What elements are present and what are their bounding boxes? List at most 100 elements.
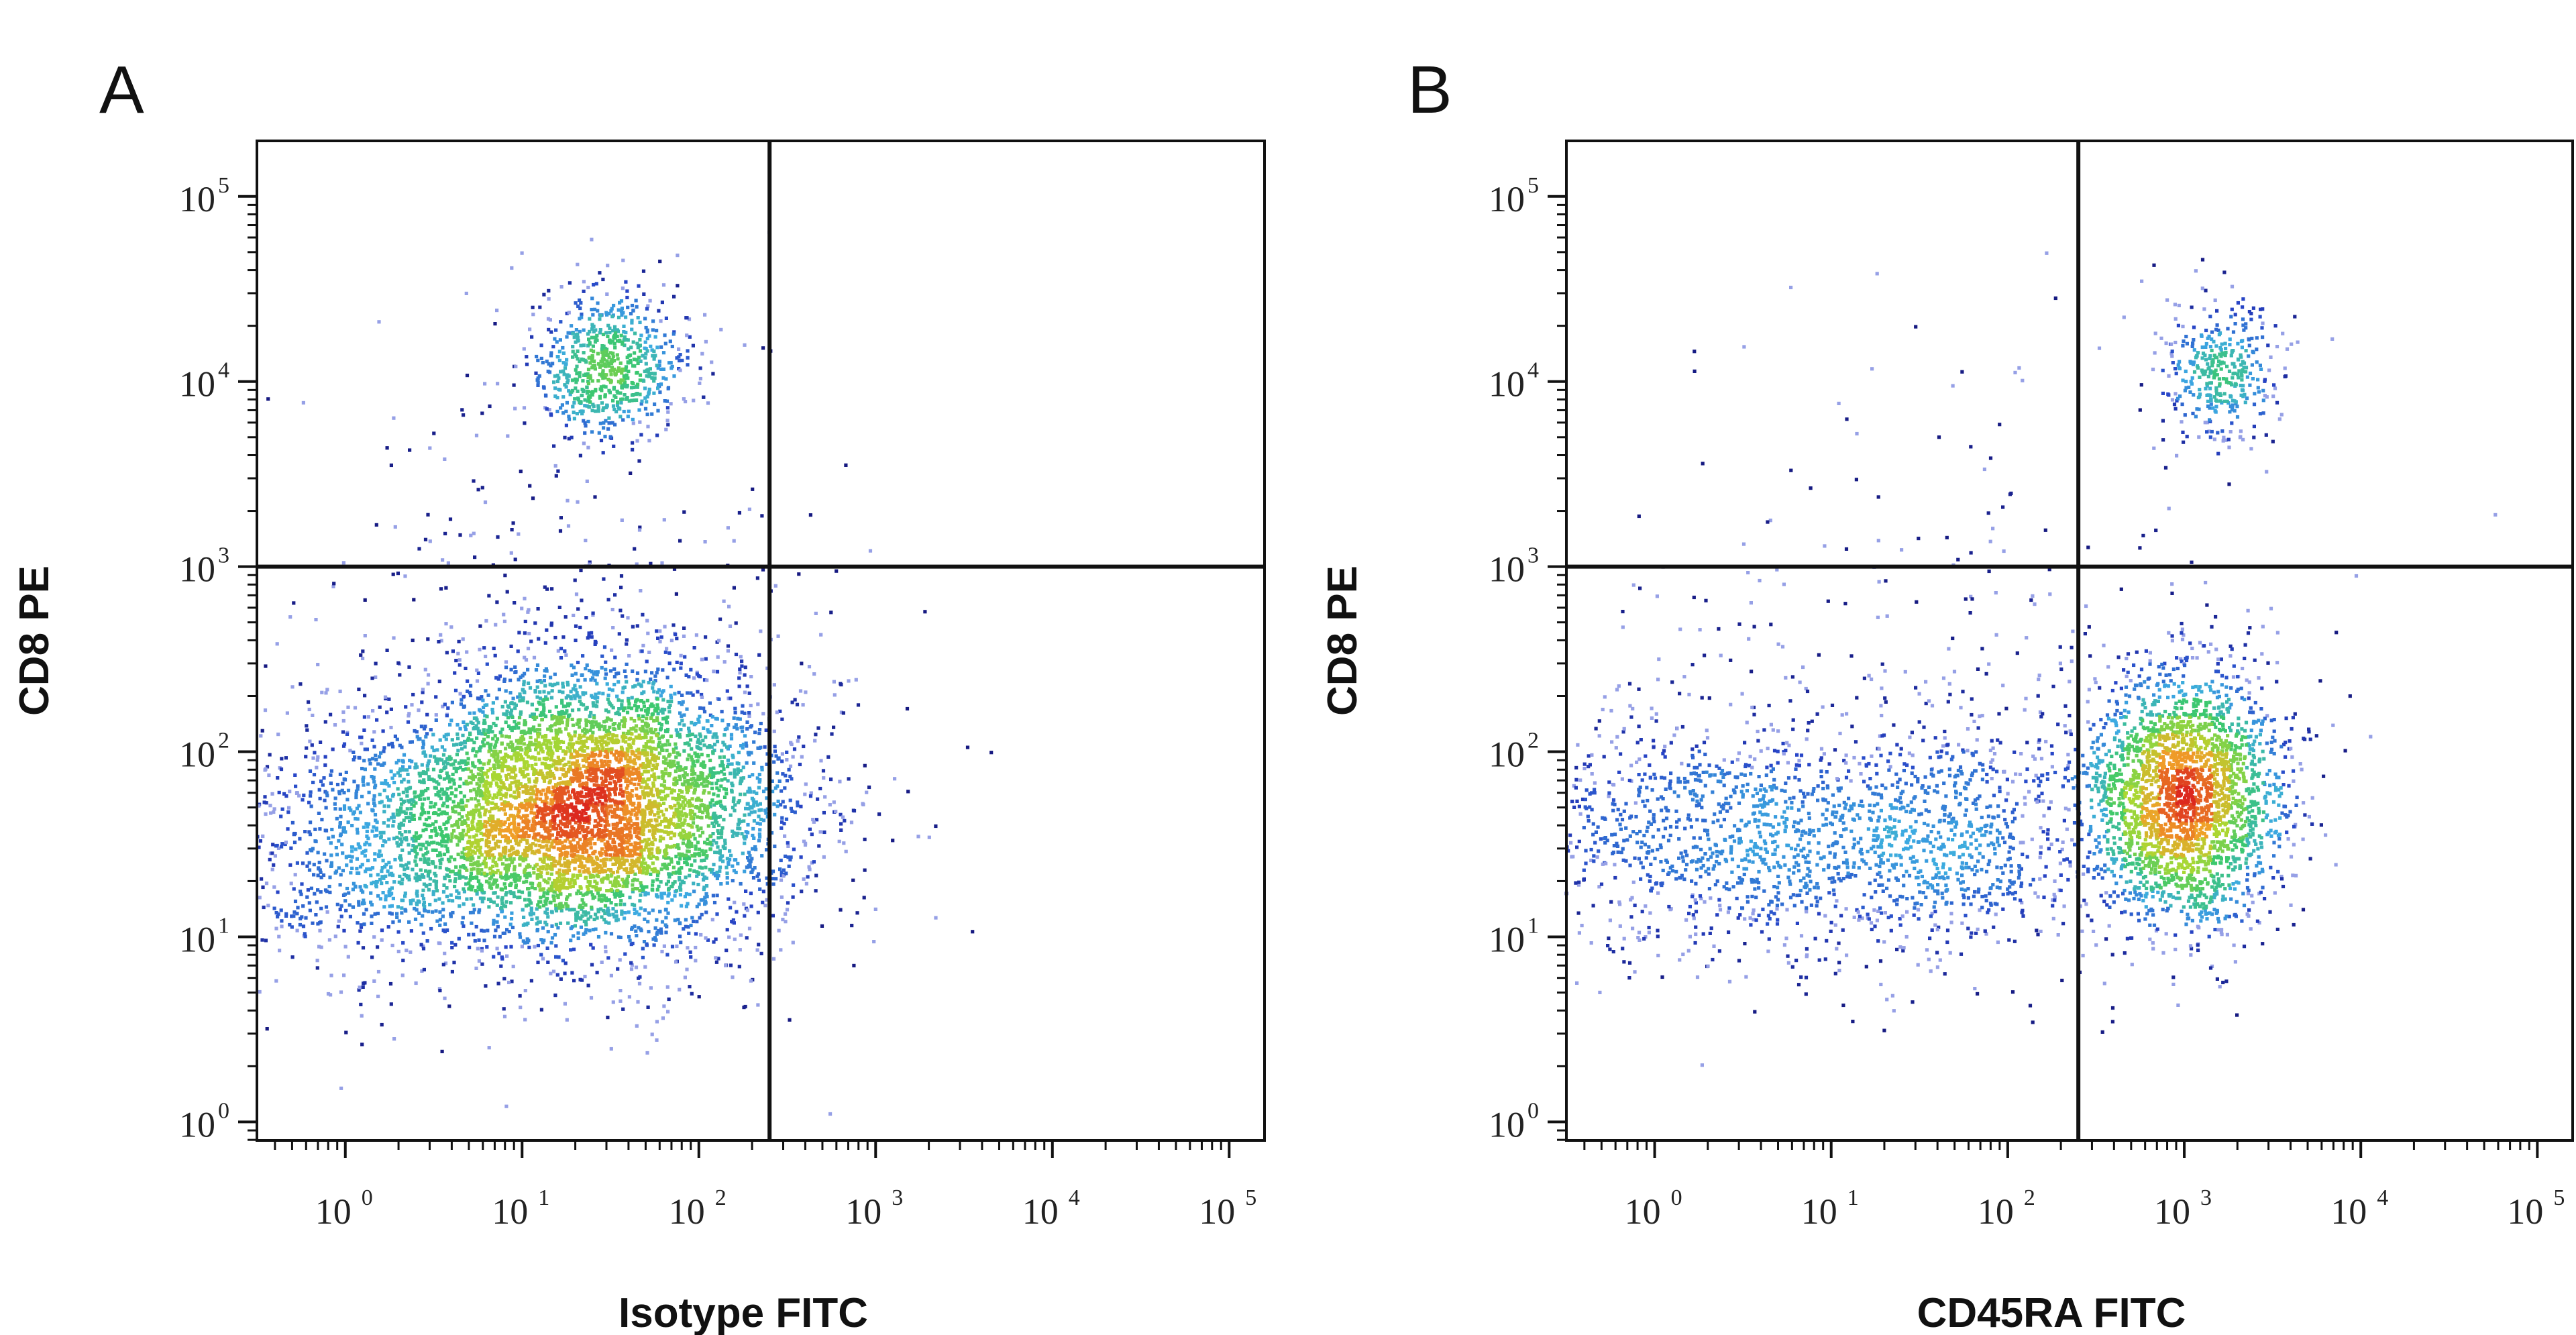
event-dot — [650, 731, 654, 735]
event-dot — [779, 878, 784, 882]
event-dot — [771, 957, 776, 961]
event-dot — [579, 568, 583, 572]
event-dot — [363, 747, 367, 751]
event-dot — [816, 726, 820, 730]
event-dot — [692, 890, 696, 894]
event-dot — [382, 746, 386, 750]
event-dot — [619, 899, 623, 903]
event-dot — [344, 770, 348, 774]
event-dot — [458, 663, 462, 667]
event-dot — [560, 701, 564, 705]
event-dot — [682, 749, 686, 753]
event-dot — [581, 893, 585, 897]
event-dot — [453, 794, 458, 798]
event-dot — [475, 782, 479, 786]
event-dot — [619, 380, 623, 385]
event-dot — [370, 914, 374, 918]
event-dot — [584, 616, 588, 620]
event-dot — [323, 798, 327, 802]
event-dot — [488, 877, 492, 881]
event-dot — [737, 799, 741, 803]
event-dot — [743, 734, 747, 738]
event-dot — [643, 733, 647, 737]
event-dot — [417, 737, 421, 741]
event-dot — [474, 924, 478, 929]
event-dot — [673, 880, 677, 884]
event-dot — [447, 859, 451, 863]
event-dot — [482, 737, 486, 741]
event-dot — [797, 572, 801, 576]
event-dot — [420, 812, 424, 816]
event-dot — [666, 423, 670, 427]
event-dot — [658, 639, 662, 644]
event-dot — [414, 839, 418, 843]
event-dot — [550, 924, 554, 928]
event-dot — [533, 729, 537, 733]
event-dot — [690, 815, 694, 819]
event-dot — [553, 932, 557, 937]
event-dot — [655, 716, 659, 720]
event-dot — [621, 340, 625, 344]
event-dot — [752, 790, 756, 794]
event-dot — [469, 875, 473, 879]
event-dot — [504, 945, 508, 949]
event-dot — [419, 857, 423, 861]
event-dot — [732, 869, 736, 873]
event-dot — [582, 901, 586, 905]
event-dot — [364, 841, 368, 845]
event-dot — [517, 716, 522, 720]
event-dot — [324, 691, 328, 695]
event-dot — [650, 702, 654, 706]
event-dot — [729, 696, 733, 700]
event-dot — [708, 835, 712, 839]
event-dot — [455, 843, 460, 847]
event-dot — [633, 872, 637, 876]
event-dot — [434, 833, 438, 837]
event-dot — [736, 770, 740, 774]
event-dot — [426, 796, 430, 800]
event-dot — [596, 406, 600, 410]
event-dot — [672, 747, 676, 751]
event-dot — [629, 961, 633, 965]
event-dot — [863, 868, 867, 872]
event-dot — [719, 882, 723, 886]
event-dot — [547, 877, 551, 881]
event-dot — [572, 401, 576, 405]
event-dot — [593, 642, 597, 646]
event-dot — [714, 937, 718, 941]
event-dot — [529, 913, 533, 917]
event-dot — [496, 914, 500, 918]
event-dot — [496, 763, 500, 767]
event-dot — [451, 869, 455, 873]
event-dot — [447, 780, 451, 784]
event-dot — [620, 383, 624, 387]
event-dot — [482, 646, 486, 650]
event-dot — [489, 886, 494, 890]
event-dot — [679, 661, 683, 665]
event-dot — [504, 689, 508, 693]
event-dot — [854, 678, 858, 682]
event-dot — [616, 366, 621, 370]
event-dot — [655, 671, 659, 675]
event-dot — [413, 795, 417, 799]
event-dot — [442, 883, 446, 887]
event-dot — [299, 890, 303, 894]
event-dot — [611, 626, 615, 630]
event-dot — [465, 751, 469, 755]
event-dot — [577, 721, 581, 725]
event-dot — [757, 943, 761, 947]
event-dot — [989, 751, 994, 755]
event-dot — [627, 910, 631, 914]
event-dot — [313, 827, 317, 831]
event-dot — [669, 860, 674, 864]
event-dot — [439, 639, 443, 643]
event-dot — [583, 404, 587, 408]
event-dot — [638, 420, 642, 424]
event-dot — [753, 845, 757, 849]
event-dot — [644, 745, 648, 749]
event-dot — [602, 898, 606, 902]
event-dot — [539, 680, 543, 684]
event-dot — [456, 804, 460, 808]
event-dot — [421, 875, 425, 879]
event-dot — [702, 858, 706, 862]
